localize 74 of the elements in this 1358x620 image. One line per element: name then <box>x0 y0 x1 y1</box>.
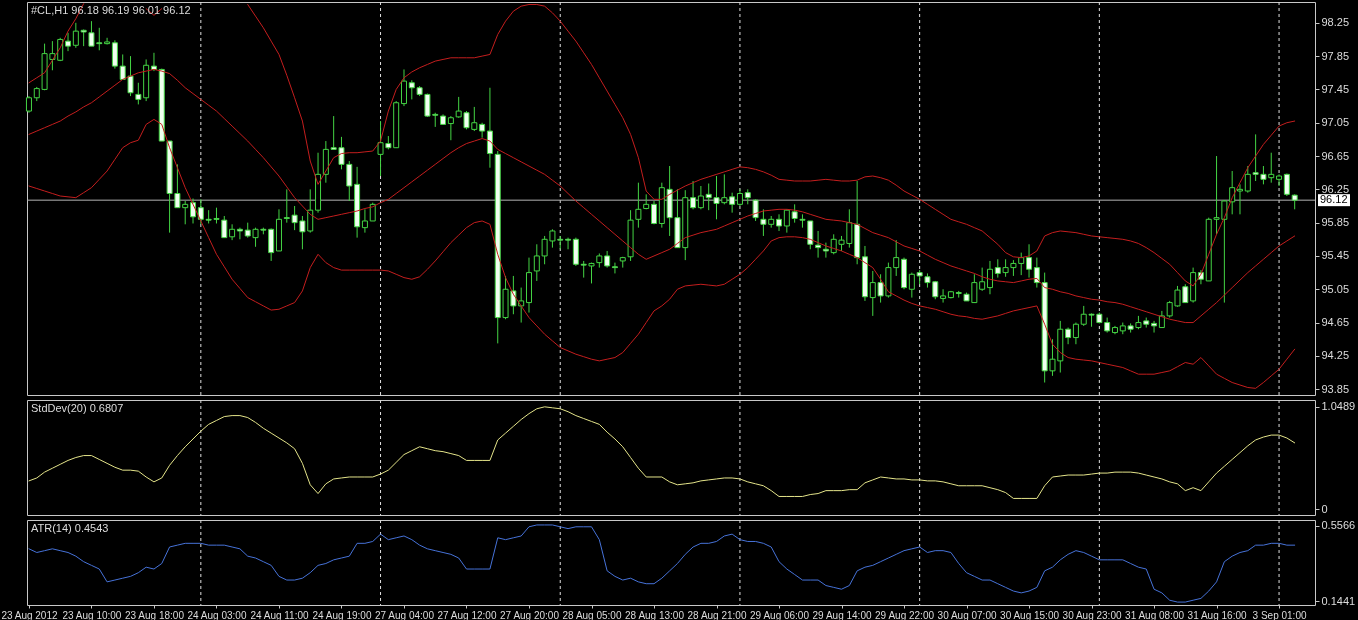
candlestick <box>268 227 275 262</box>
line-series <box>28 406 1296 499</box>
x-tick-label: 29 Aug 14:00 <box>812 609 872 620</box>
x-tick-label: 28 Aug 21:00 <box>687 609 747 620</box>
x-tick-label: 23 Aug 18:00 <box>124 609 185 620</box>
candlestick <box>565 237 572 250</box>
candlestick <box>447 115 454 141</box>
y-tick-label: 94.65 <box>1321 316 1350 329</box>
candlestick <box>940 288 947 304</box>
candlestick <box>776 213 783 232</box>
candlestick <box>65 32 72 52</box>
y-tick-label: 96.65 <box>1321 149 1350 162</box>
candlestick <box>986 260 993 295</box>
candlestick <box>690 180 697 210</box>
candlestick <box>729 192 736 214</box>
candlestick <box>979 267 986 292</box>
x-tick-label: 3 Sep 01:00 <box>1252 609 1307 620</box>
candlestick <box>908 272 915 299</box>
candlestick <box>135 82 142 105</box>
x-tick-label: 31 Aug 16:00 <box>1187 609 1247 620</box>
chart-title: ATR(14) 0.4543 <box>31 522 109 534</box>
x-tick-label: 24 Aug 11:00 <box>250 609 310 620</box>
candlestick <box>479 122 486 139</box>
candlestick <box>1151 320 1158 334</box>
y-tick-label: 95.05 <box>1321 282 1350 295</box>
line-series <box>28 524 1296 603</box>
x-tick-label: 24 Aug 19:00 <box>312 609 372 620</box>
x-tick-label: 24 Aug 03:00 <box>187 609 247 620</box>
x-tick-label: 28 Aug 05:00 <box>562 609 622 620</box>
x-tick-label: 30 Aug 15:00 <box>1000 609 1060 620</box>
candlestick <box>111 39 118 70</box>
x-tick-label: 29 Aug 06:00 <box>750 609 810 620</box>
y-tick-label: 1.0489 <box>1321 400 1356 413</box>
x-tick-label: 30 Aug 23:00 <box>1062 609 1122 620</box>
candlestick <box>697 185 704 210</box>
y-tick-label: 98.25 <box>1321 16 1350 29</box>
x-tick-label: 27 Aug 12:00 <box>437 609 497 620</box>
x-tick-label: 27 Aug 20:00 <box>500 609 560 620</box>
candlestick <box>1276 173 1283 187</box>
candlestick <box>197 198 204 225</box>
x-tick-label: 30 Aug 07:00 <box>937 609 997 620</box>
candlestick <box>1072 322 1079 345</box>
candlestick <box>1236 183 1243 215</box>
candlestick <box>822 242 829 259</box>
x-tick-label: 31 Aug 08:00 <box>1125 609 1185 620</box>
candlestick <box>486 87 493 169</box>
candlestick <box>752 198 759 222</box>
candlestick <box>400 68 407 107</box>
line-series <box>28 118 1296 389</box>
chart-title: #CL,H1 96.18 96.19 96.01 96.12 <box>31 4 191 16</box>
candlestick <box>236 227 243 240</box>
y-tick-label: 0 <box>1321 502 1328 515</box>
candlestick <box>361 208 368 234</box>
chart-title: StdDev(20) 0.6807 <box>31 402 124 414</box>
candlestick <box>611 262 618 274</box>
y-tick-label: 0.5566 <box>1321 519 1356 532</box>
y-tick-label: 95.85 <box>1321 216 1350 229</box>
candlestick <box>815 230 822 259</box>
y-tick-label: 97.85 <box>1321 49 1350 62</box>
y-tick-label: 93.85 <box>1321 382 1350 395</box>
x-tick-label: 28 Aug 13:00 <box>625 609 685 620</box>
y-tick-label: 97.45 <box>1321 82 1350 95</box>
y-tick-label: 94.25 <box>1321 349 1350 362</box>
x-tick-label: 23 Aug 10:00 <box>62 609 122 620</box>
x-tick-label: 27 Aug 04:00 <box>375 609 435 620</box>
y-tick-label: 0.1441 <box>1321 594 1356 607</box>
candlestick <box>1033 257 1040 289</box>
y-tick-label: 97.05 <box>1321 116 1350 129</box>
candlestick <box>1026 243 1033 279</box>
y-tick-label: 96.25 <box>1321 182 1350 195</box>
y-tick-label: 95.45 <box>1321 249 1350 262</box>
x-tick-label: 29 Aug 22:00 <box>875 609 935 620</box>
candlestick <box>229 223 236 241</box>
x-tick-label: 23 Aug 2012 <box>1 609 58 620</box>
